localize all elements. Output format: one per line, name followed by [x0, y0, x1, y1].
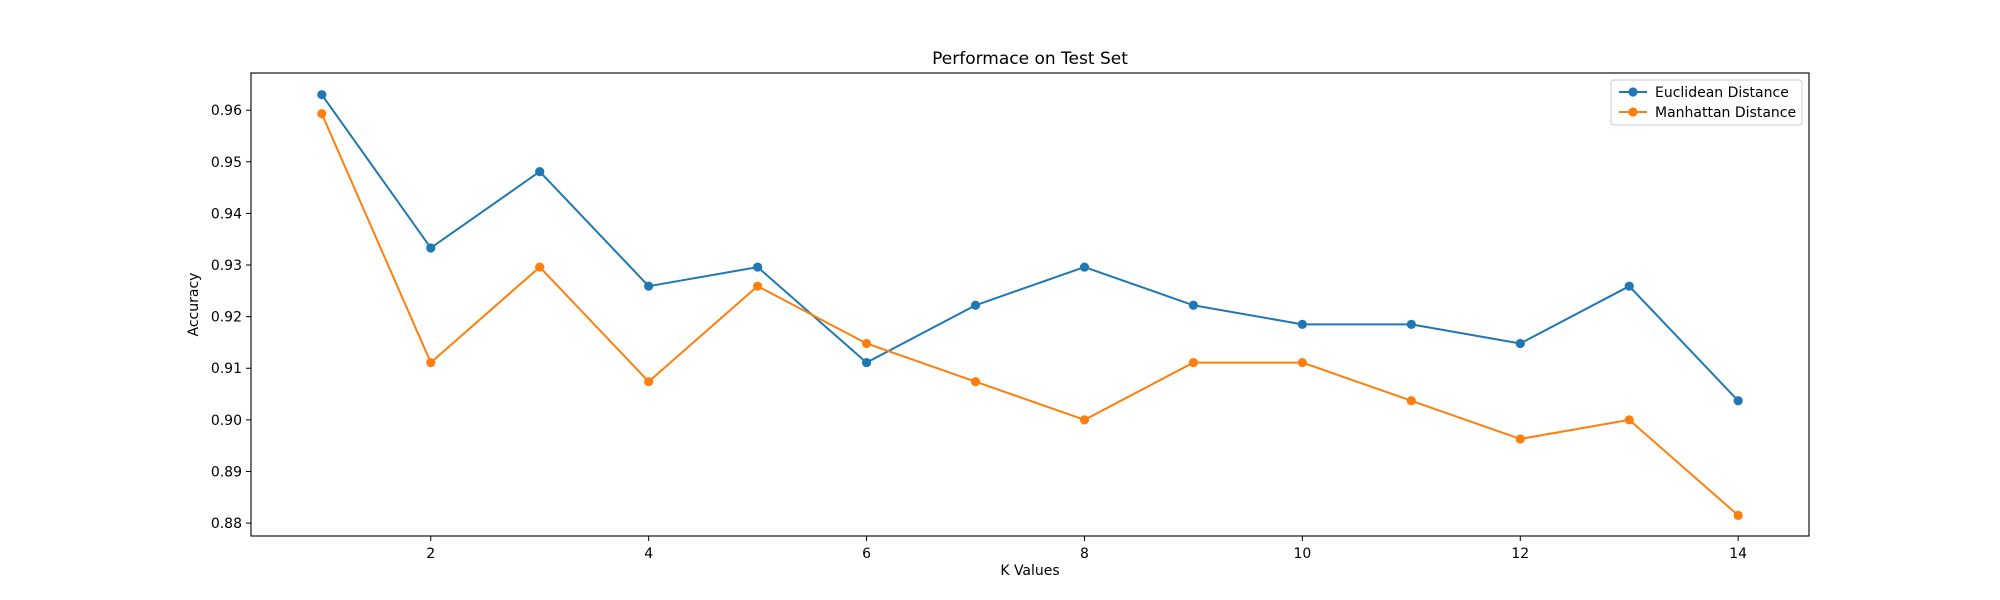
- legend-box: [1610, 79, 1803, 126]
- data-point-manhattan-distance: [1188, 357, 1199, 368]
- x-tick-label: 4: [644, 546, 653, 562]
- y-tick-label: 0.95: [211, 155, 242, 171]
- x-tick-label: 2: [426, 546, 435, 562]
- data-point-manhattan-distance: [1515, 434, 1525, 444]
- legend-label: Manhattan Distance: [1655, 105, 1796, 121]
- data-point-manhattan-distance: [1406, 396, 1416, 406]
- x-axis-label: K Values: [1000, 563, 1059, 579]
- data-point-manhattan-distance: [535, 262, 545, 272]
- x-tick-label: 14: [1729, 546, 1747, 562]
- legend-marker: [1628, 87, 1638, 97]
- data-point-manhattan-distance: [753, 281, 763, 291]
- y-tick-label: 0.92: [211, 310, 242, 326]
- legend-item-manhattan-distance: Manhattan Distance: [1619, 105, 1796, 121]
- data-point-euclidean-distance: [1733, 396, 1743, 406]
- data-point-manhattan-distance: [1079, 415, 1090, 425]
- data-point-euclidean-distance: [644, 281, 654, 291]
- legend-label: Euclidean Distance: [1655, 85, 1789, 101]
- y-tick-label: 0.94: [211, 206, 242, 222]
- legend-item-euclidean-distance: Euclidean Distance: [1619, 85, 1789, 101]
- legend: Euclidean Distance Manhattan Distance: [1610, 79, 1803, 126]
- y-tick-label: 0.88: [211, 516, 242, 532]
- x-tick-label: 8: [1080, 546, 1089, 562]
- data-point-manhattan-distance: [970, 377, 981, 387]
- x-axis: 2 4 6 8 10 12 14: [426, 536, 1747, 562]
- data-point-euclidean-distance: [1188, 300, 1199, 310]
- data-point-manhattan-distance: [644, 377, 654, 387]
- data-point-manhattan-distance: [1624, 415, 1634, 425]
- data-point-euclidean-distance: [753, 262, 763, 272]
- y-tick-label: 0.91: [211, 361, 242, 377]
- data-point-euclidean-distance: [1297, 319, 1307, 329]
- series-euclidean-distance: [317, 90, 1743, 406]
- chart-title: Performace on Test Set: [932, 49, 1128, 69]
- data-point-euclidean-distance: [317, 90, 327, 100]
- legend-marker: [1628, 107, 1638, 117]
- series-line-euclidean-distance: [321, 94, 1739, 402]
- data-point-euclidean-distance: [970, 300, 981, 310]
- series-layer: [317, 90, 1743, 520]
- data-point-manhattan-distance: [1733, 510, 1743, 520]
- data-point-manhattan-distance: [317, 109, 327, 119]
- data-point-euclidean-distance: [426, 243, 436, 253]
- plot-area: [250, 72, 1810, 537]
- x-tick-label: 10: [1293, 546, 1311, 562]
- data-point-euclidean-distance: [1406, 319, 1416, 329]
- data-point-manhattan-distance: [1297, 357, 1307, 368]
- data-point-euclidean-distance: [1515, 338, 1525, 349]
- data-point-euclidean-distance: [535, 166, 545, 177]
- data-point-euclidean-distance: [861, 357, 872, 368]
- y-tick-label: 0.90: [211, 413, 242, 429]
- data-point-euclidean-distance: [1079, 262, 1090, 272]
- data-point-manhattan-distance: [861, 338, 872, 349]
- plot-frame: [250, 72, 1810, 537]
- x-tick-label: 6: [862, 546, 871, 562]
- y-tick-label: 0.96: [211, 103, 242, 119]
- y-tick-label: 0.93: [211, 258, 242, 274]
- y-axis-label: Accuracy: [186, 273, 202, 337]
- data-point-manhattan-distance: [426, 357, 436, 368]
- x-tick-label: 12: [1511, 546, 1529, 562]
- data-point-euclidean-distance: [1624, 281, 1634, 291]
- y-tick-label: 0.89: [211, 464, 242, 480]
- series-manhattan-distance: [317, 109, 1743, 520]
- series-line-manhattan-distance: [320, 113, 1739, 517]
- y-axis: 0.88 0.89 0.90 0.91 0.92 0.93 0.94 0.95 0.96: [211, 103, 251, 532]
